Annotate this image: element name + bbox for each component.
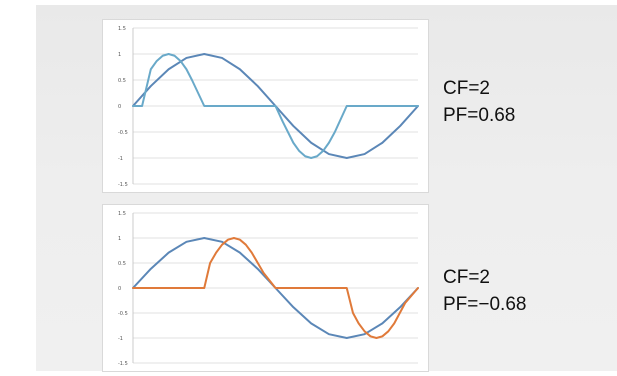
y-tick-label: 1	[118, 236, 121, 242]
chart-bottom-panel: 1.5 1 0.5 0 -0.5 -1 -1.5	[102, 204, 429, 372]
chart-bottom-annotations: CF=2 PF=−0.68	[443, 264, 526, 318]
y-tick-label: 0	[118, 286, 121, 292]
y-tick-label: -1	[118, 156, 123, 162]
y-tick-label: -0.5	[118, 130, 128, 136]
series-waveform-line	[132, 237, 419, 339]
chart-top-panel: 1.5 1 0.5 0 -0.5 -1 -1.5	[102, 19, 429, 193]
y-tick-label: 1.5	[118, 26, 126, 32]
series-waveform-line	[132, 53, 419, 159]
y-tick-label: 0	[118, 104, 121, 110]
y-tick-label: 0.5	[118, 78, 126, 84]
y-tick-label: 0.5	[118, 261, 126, 267]
y-tick-label: -1.5	[118, 182, 128, 188]
y-tick-label: 1.5	[118, 211, 126, 217]
chart-top: 1.5 1 0.5 0 -0.5 -1 -1.5	[118, 26, 419, 188]
y-tick-label: -0.5	[118, 311, 128, 317]
annotation-pf: PF=0.68	[443, 105, 516, 126]
y-tick-label: -1.5	[118, 361, 128, 367]
y-tick-label: 1	[118, 52, 121, 58]
chart-top-annotations: CF=2 PF=0.68	[443, 75, 515, 129]
y-tick-label: -1	[118, 336, 123, 342]
annotation-pf: PF=−0.68	[443, 294, 527, 315]
annotation-cf: CF=2	[443, 267, 490, 288]
chart-bottom: 1.5 1 0.5 0 -0.5 -1 -1.5	[118, 211, 419, 367]
annotation-cf: CF=2	[443, 78, 490, 99]
